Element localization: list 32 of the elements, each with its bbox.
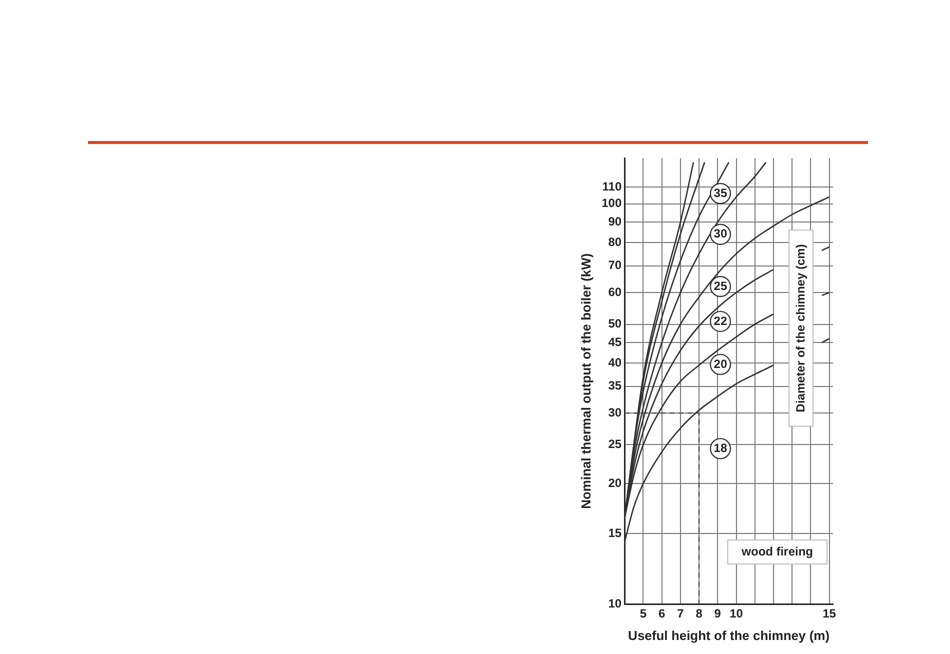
x-tick-label: 6 (658, 606, 666, 621)
series-label: 35 (714, 186, 728, 200)
series-label: 20 (714, 356, 728, 371)
x-tick-label: 10 (730, 606, 744, 621)
y-tick-label: 110 (602, 180, 622, 194)
y-tick-label: 35 (608, 378, 622, 393)
y-tick-label: 25 (608, 437, 622, 452)
y-tick-label: 50 (608, 316, 622, 331)
x-axis-title: Useful height of the chimney (m) (628, 628, 830, 643)
y-tick-label: 30 (608, 405, 622, 420)
series-label: 30 (714, 226, 728, 241)
y-tick-label: 90 (608, 214, 622, 228)
text: 18 (714, 440, 728, 455)
y-tick-label: 40 (608, 355, 622, 370)
series-label: 22 (714, 314, 728, 328)
x-tick-label: 15 (822, 606, 836, 621)
y-tick-label: 60 (608, 284, 622, 299)
annotation: wood fireing (740, 544, 813, 558)
x-tick-label: 7 (677, 606, 684, 621)
y-tick-label: 70 (608, 258, 622, 272)
y-tick-label: 20 (608, 476, 622, 490)
x-tick-label: 9 (714, 606, 722, 621)
y-tick-label: 45 (608, 334, 622, 349)
series-label: 25 (714, 278, 728, 293)
y-tick-label: 100 (602, 196, 622, 210)
y-tick-label: 15 (608, 526, 622, 540)
annotation: Diameter of the chimney (cm) (793, 244, 808, 412)
x-tick-label: 5 (640, 606, 647, 621)
y-axis-title: Nominal thermal output of the boiler (kW) (578, 253, 594, 509)
x-tick-label: 8 (696, 606, 703, 621)
y-tick-label: 10 (608, 596, 622, 610)
y-tick-label: 80 (608, 234, 622, 249)
